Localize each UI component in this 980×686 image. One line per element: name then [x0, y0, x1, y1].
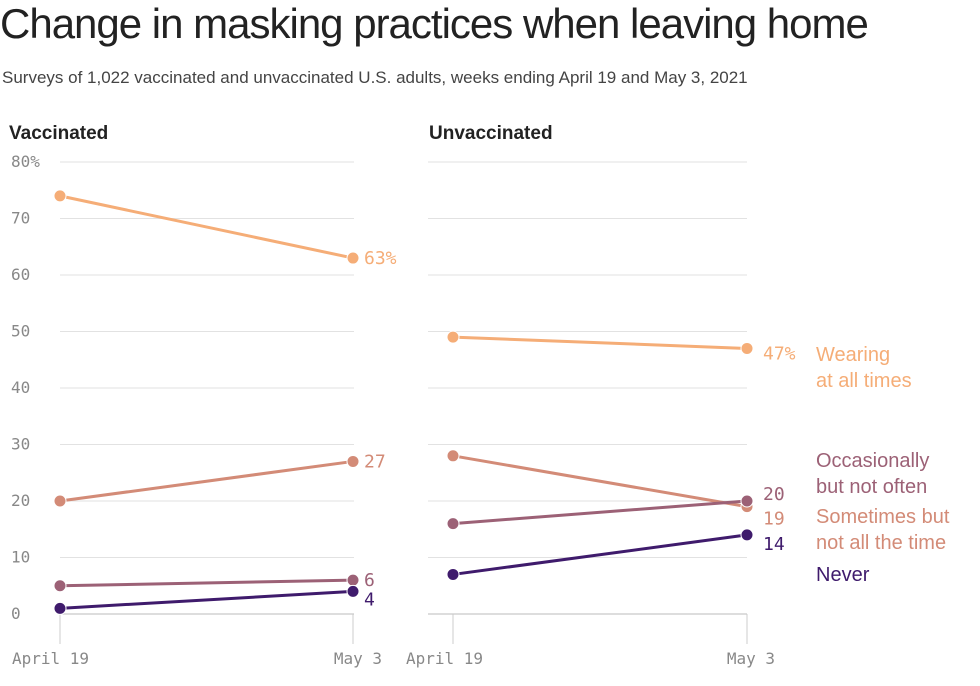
data-point-never: [446, 567, 460, 581]
y-tick-label: 80%: [11, 152, 40, 171]
y-tick-label: 0: [11, 604, 21, 623]
legend-label-wearing: Wearing: [816, 344, 890, 366]
data-point-wearing: [53, 189, 67, 203]
series-line-wearing: [452, 335, 748, 350]
legend-label-occasionally: Occasionally: [816, 450, 929, 472]
y-tick-label: 10: [11, 548, 30, 567]
series-line-never: [452, 533, 748, 576]
series-line-never: [59, 589, 354, 610]
data-point-sometimes: [446, 449, 460, 463]
data-label-wearing: 63%: [364, 248, 397, 269]
y-tick-label: 50: [11, 322, 30, 341]
chart-subtitle: Surveys of 1,022 vaccinated and unvaccin…: [2, 68, 748, 87]
y-tick-label: 60: [11, 265, 30, 284]
chart-title: Change in masking practices when leaving…: [0, 0, 869, 47]
data-label-occasionally: 20: [763, 484, 785, 505]
data-point-occasionally: [53, 579, 67, 593]
data-label-never: 14: [763, 534, 785, 555]
data-label-sometimes: 27: [364, 451, 386, 472]
legend-label-never: Never: [816, 564, 870, 586]
data-point-wearing: [346, 251, 360, 265]
series-line-sometimes: [59, 459, 354, 503]
data-point-never: [740, 528, 754, 542]
x-tick-label: April 19: [12, 649, 89, 668]
data-point-wearing: [446, 330, 460, 344]
x-tick-label: May 3: [334, 649, 382, 668]
y-tick-label: 70: [11, 209, 30, 228]
series-line-wearing: [59, 194, 354, 260]
legend-label-wearing: at all times: [816, 370, 912, 392]
data-point-sometimes: [346, 454, 360, 468]
data-point-never: [53, 601, 67, 615]
data-point-occasionally: [346, 573, 360, 587]
data-label-sometimes: 19: [763, 509, 785, 530]
series-line-occasionally: [59, 578, 354, 588]
series-line-occasionally: [452, 499, 748, 526]
legend-label-occasionally: but not often: [816, 476, 927, 498]
panel-title-1: Unvaccinated: [429, 123, 553, 144]
data-label-occasionally: 6: [364, 570, 375, 591]
series-line-sometimes: [452, 454, 748, 509]
x-tick-label: April 19: [406, 649, 483, 668]
panel-title-0: Vaccinated: [9, 123, 108, 144]
x-tick-label: May 3: [727, 649, 775, 668]
data-point-occasionally: [446, 517, 460, 531]
y-tick-label: 20: [11, 491, 30, 510]
y-tick-label: 30: [11, 435, 30, 454]
data-point-occasionally: [740, 494, 754, 508]
data-point-sometimes: [53, 494, 67, 508]
data-label-wearing: 47%: [763, 343, 796, 364]
data-point-wearing: [740, 341, 754, 355]
legend-label-sometimes: Sometimes but: [816, 506, 950, 528]
legend-label-sometimes: not all the time: [816, 532, 946, 554]
y-tick-label: 40: [11, 378, 30, 397]
data-point-never: [346, 584, 360, 598]
data-label-never: 4: [364, 589, 375, 610]
